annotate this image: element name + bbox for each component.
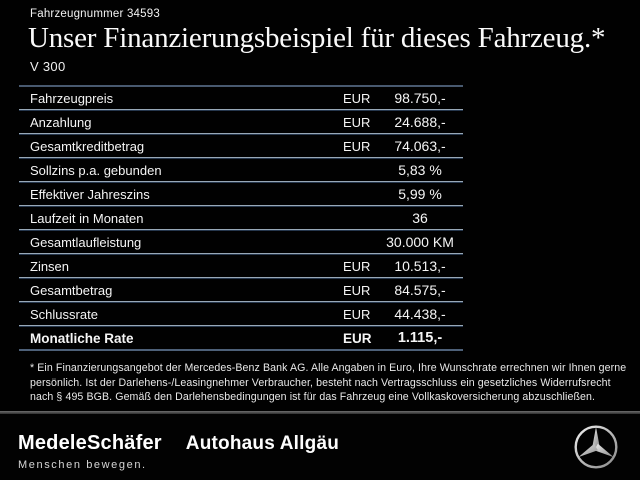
row-value-group: EUR 44.438,-	[343, 306, 463, 322]
table-row: Sollzins p.a. gebunden 5,83 %	[19, 159, 463, 181]
row-separator	[19, 253, 463, 255]
row-value-group: EUR 1.115,-	[343, 330, 463, 346]
row-label: Monatliche Rate	[30, 330, 134, 346]
row-value: 84.575,-	[394, 282, 446, 298]
row-value-group: 5,99 %	[343, 186, 463, 202]
row-currency: EUR	[343, 330, 372, 346]
row-label: Zinsen	[30, 258, 70, 274]
row-separator	[19, 109, 463, 111]
table-row: Effektiver Jahreszins 5,99 %	[19, 183, 463, 205]
row-value: 98.750,-	[394, 90, 446, 106]
row-value-group: EUR 84.575,-	[343, 282, 463, 298]
row-value: 44.438,-	[394, 306, 446, 322]
row-value: 36	[412, 210, 428, 226]
row-separator	[19, 325, 463, 327]
footer-divider	[0, 411, 640, 414]
dealer-logo-text: MedeleSchäfer	[18, 432, 162, 454]
row-value-group: 36	[343, 210, 463, 226]
table-row: Schlussrate EUR 44.438,-	[19, 303, 463, 325]
row-value-group: EUR 24.688,-	[343, 114, 463, 130]
row-value-group: EUR 74.063,-	[343, 138, 463, 154]
row-value-group: 30.000 KM	[343, 234, 463, 250]
row-currency: EUR	[343, 282, 371, 298]
table-row: Gesamtbetrag EUR 84.575,-	[19, 279, 463, 301]
row-label: Laufzeit in Monaten	[30, 210, 144, 226]
row-value: 5,83 %	[398, 162, 442, 178]
row-label: Effektiver Jahreszins	[30, 186, 150, 202]
table-row: Fahrzeugpreis EUR 98.750,-	[19, 87, 463, 109]
table-row: Anzahlung EUR 24.688,-	[19, 111, 463, 133]
dealer-block: MedeleSchäfer Autohaus Allgäu Menschen b…	[18, 432, 339, 471]
row-currency: EUR	[343, 258, 371, 274]
row-currency: EUR	[343, 90, 371, 106]
row-label: Fahrzeugpreis	[30, 90, 114, 106]
mercedes-star-icon	[574, 425, 618, 469]
dealer-secondary-logo-text: Autohaus Allgäu	[185, 433, 340, 454]
row-value: 30.000 KM	[386, 234, 454, 250]
row-separator	[19, 157, 463, 159]
row-separator	[19, 181, 463, 183]
row-value-group: EUR 10.513,-	[343, 258, 463, 274]
row-value: 1.115,-	[397, 330, 443, 346]
row-value-group: 5,83 %	[343, 162, 463, 178]
finance-table: Fahrzeugpreis EUR 98.750,- Anzahlung EUR 24.6…	[19, 85, 463, 351]
row-label: Gesamtlaufleistung	[30, 234, 142, 250]
row-label: Gesamtkreditbetrag	[30, 138, 145, 154]
table-row: Gesamtkreditbetrag EUR 74.063,-	[19, 135, 463, 157]
footer: MedeleSchäfer Autohaus Allgäu Menschen b…	[0, 414, 640, 480]
row-separator	[19, 301, 463, 303]
row-separator	[19, 277, 463, 279]
vehicle-number: Fahrzeugnummer 34593	[30, 8, 160, 20]
row-value: 10.513,-	[394, 258, 446, 274]
table-row: Zinsen EUR 10.513,-	[19, 255, 463, 277]
legal-footnote: * Ein Finanzierungsangebot der Mercedes-…	[30, 362, 627, 403]
row-separator	[19, 205, 463, 207]
page-title: Unser Finanzierungsbeispiel für dieses F…	[28, 22, 606, 54]
row-separator	[19, 229, 463, 231]
row-value-group: EUR 98.750,-	[343, 90, 463, 106]
row-separator	[19, 133, 463, 135]
row-label: Schlussrate	[30, 306, 98, 322]
row-currency: EUR	[343, 306, 371, 322]
row-label: Sollzins p.a. gebunden	[30, 162, 162, 178]
table-row: Monatliche Rate EUR 1.115,-	[19, 327, 463, 349]
row-label: Gesamtbetrag	[30, 282, 113, 298]
row-currency: EUR	[343, 138, 371, 154]
row-label: Anzahlung	[30, 114, 92, 130]
row-value: 5,99 %	[398, 186, 442, 202]
table-row: Gesamtlaufleistung 30.000 KM	[19, 231, 463, 253]
dealer-tagline: Menschen bewegen.	[18, 459, 147, 471]
row-currency: EUR	[343, 114, 371, 130]
table-row: Laufzeit in Monaten 36	[19, 207, 463, 229]
vehicle-model: V 300	[30, 59, 66, 74]
row-value: 74.063,-	[394, 138, 446, 154]
row-value: 24.688,-	[394, 114, 446, 130]
